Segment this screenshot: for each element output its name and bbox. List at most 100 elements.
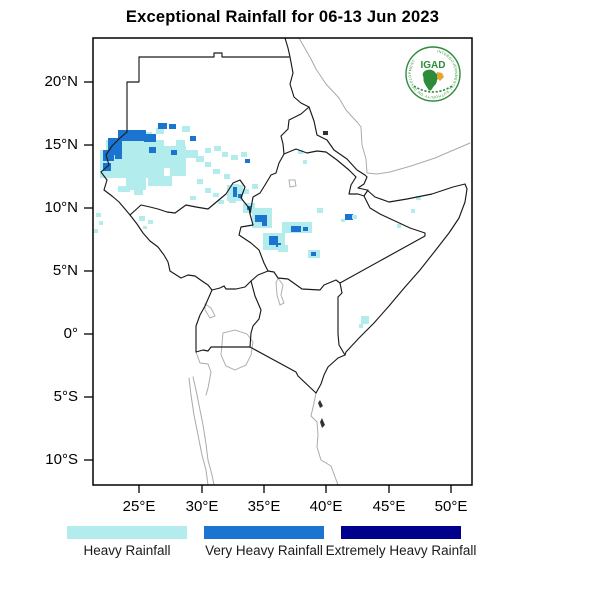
rainfall-cell-level-1 bbox=[278, 245, 288, 252]
rainfall-cell-level-1 bbox=[197, 179, 203, 184]
rainfall-cell-level-1 bbox=[205, 162, 211, 167]
legend-label: Heavy Rainfall bbox=[83, 543, 171, 558]
lake-albert bbox=[204, 303, 216, 319]
lon-tick-label: 30°E bbox=[185, 498, 219, 515]
rainfall-cell-level-1 bbox=[148, 220, 153, 224]
rainfall-cell-level-1 bbox=[118, 186, 130, 192]
igad-logo: INTERGOVERNMENTAL AUTHORITY ON DEVELOPME… bbox=[405, 46, 461, 102]
rainfall-cell-level-1 bbox=[352, 215, 357, 219]
border-ethiopia-somalia bbox=[339, 195, 426, 284]
lon-tick-label: 45°E bbox=[372, 498, 406, 515]
legend-swatch bbox=[341, 526, 461, 539]
pemba-island bbox=[320, 418, 325, 428]
rainfall-cell-level-1 bbox=[411, 209, 415, 213]
rainfall-cell-level-2 bbox=[345, 214, 353, 220]
lon-tick-label: 50°E bbox=[434, 498, 468, 515]
coastline-igad bbox=[284, 38, 468, 394]
rainfall-cell-level-1 bbox=[190, 196, 196, 200]
rainfall-cell-level-1 bbox=[231, 155, 238, 160]
border-kenya-south-sudan bbox=[250, 270, 269, 282]
rainfall-cell-level-2 bbox=[169, 124, 176, 129]
rainfall-cell-level-2 bbox=[190, 136, 196, 141]
rainfall-cell-level-2 bbox=[233, 187, 237, 197]
rainfall-cell-level-1 bbox=[213, 169, 220, 174]
rainfall-cell-level-1 bbox=[164, 146, 186, 168]
africa-silhouette-icon bbox=[422, 69, 440, 91]
rainfall-cell-level-1 bbox=[126, 178, 146, 190]
rainfall-cell-level-2 bbox=[144, 134, 156, 142]
rainfall-cell-level-1 bbox=[252, 184, 258, 189]
border-sudan-west bbox=[100, 56, 140, 197]
igad-logo-text: IGAD bbox=[421, 60, 446, 71]
rainfall-cell-level-1 bbox=[416, 196, 421, 200]
rainfall-cell-level-2 bbox=[238, 194, 242, 198]
legend-swatch bbox=[67, 526, 187, 539]
axis-ticks bbox=[84, 81, 452, 493]
lake-tana bbox=[288, 179, 297, 188]
rainfall-cell-level-1 bbox=[196, 156, 204, 162]
legend-item: Heavy Rainfall bbox=[35, 526, 219, 558]
rainfall-cell-level-1 bbox=[205, 148, 211, 153]
rainfall-cell-level-1 bbox=[222, 152, 228, 157]
lake-tanganyika-west bbox=[188, 377, 209, 485]
border-uganda-south-sudan bbox=[211, 280, 252, 291]
border-car-south-sudan bbox=[111, 195, 171, 272]
rainfall-cell-level-1 bbox=[303, 160, 307, 164]
rainfall-cell-level-1 bbox=[176, 140, 185, 148]
border-ethiopia-kenya bbox=[267, 270, 341, 291]
lon-tick-label: 40°E bbox=[309, 498, 343, 515]
border-tanzania-coast bbox=[310, 392, 339, 485]
rainfall-cell-level-1 bbox=[298, 150, 303, 154]
plot-frame bbox=[92, 37, 473, 486]
legend-item: Extremely Heavy Rainfall bbox=[309, 526, 493, 558]
border-uganda-south bbox=[195, 346, 251, 353]
rainfall-cell-level-1 bbox=[224, 174, 230, 179]
lat-tick-label: 10°N bbox=[44, 199, 78, 216]
lake-tanganyika-east bbox=[192, 376, 215, 485]
rainfall-cell-level-2 bbox=[311, 252, 316, 256]
lat-tick-label: 5°S bbox=[53, 388, 78, 405]
rainfall-cell-level-1 bbox=[170, 168, 186, 176]
rainfall-cell-level-1 bbox=[94, 229, 98, 233]
rainfall-layer bbox=[94, 123, 421, 328]
lat-tick-label: 0° bbox=[63, 325, 78, 342]
rainfall-cell-level-1 bbox=[148, 176, 172, 186]
legend-item: Very Heavy Rainfall bbox=[172, 526, 356, 558]
lon-tick-label: 25°E bbox=[122, 498, 156, 515]
rainfall-cell-level-1 bbox=[143, 226, 147, 229]
rainfall-cell-level-1 bbox=[218, 200, 224, 204]
rainfall-cell-level-1 bbox=[213, 193, 219, 197]
border-drc-south-sudan bbox=[169, 270, 213, 291]
rainfall-cell-level-2 bbox=[149, 147, 156, 153]
dahlak-islands bbox=[323, 131, 328, 135]
rainfall-cell-level-2 bbox=[255, 215, 267, 222]
lat-tick-label: 5°N bbox=[52, 262, 78, 279]
border-sudan-south-sudan bbox=[129, 179, 251, 216]
rainfall-cell-level-1 bbox=[214, 146, 221, 151]
rainfall-cell-level-2 bbox=[103, 150, 114, 161]
rainfall-cell-level-2 bbox=[171, 150, 177, 155]
rainfall-cell-level-1 bbox=[359, 324, 363, 328]
border-eritrea-ethiopia bbox=[283, 148, 357, 178]
rainfall-cell-level-1 bbox=[134, 190, 143, 195]
rainfall-cell-level-2 bbox=[115, 152, 122, 159]
lake-turkana bbox=[275, 276, 285, 306]
legend-swatch bbox=[204, 526, 324, 539]
page-title: Exceptional Rainfall for 06-13 Jun 2023 bbox=[125, 8, 440, 26]
zanzibar-island bbox=[318, 400, 323, 408]
border-egypt-sudan bbox=[138, 52, 290, 58]
rainfall-cell-level-2 bbox=[245, 159, 250, 163]
border-uganda-kenya bbox=[249, 280, 262, 348]
rainfall-cell-level-1 bbox=[156, 128, 164, 134]
laurel-wreath-icon bbox=[413, 85, 453, 93]
horn-of-africa-icon bbox=[437, 72, 444, 81]
rainfall-cell-level-1 bbox=[243, 189, 249, 194]
border-ethiopia-south-sudan bbox=[238, 224, 269, 272]
lake-victoria bbox=[220, 329, 254, 371]
border-tanzania-west bbox=[195, 351, 212, 396]
rainfall-cell-level-2 bbox=[118, 130, 146, 141]
lon-tick-label: 35°E bbox=[247, 498, 281, 515]
border-kenya-somalia bbox=[337, 282, 346, 356]
rainfall-cell-level-1 bbox=[139, 216, 145, 221]
